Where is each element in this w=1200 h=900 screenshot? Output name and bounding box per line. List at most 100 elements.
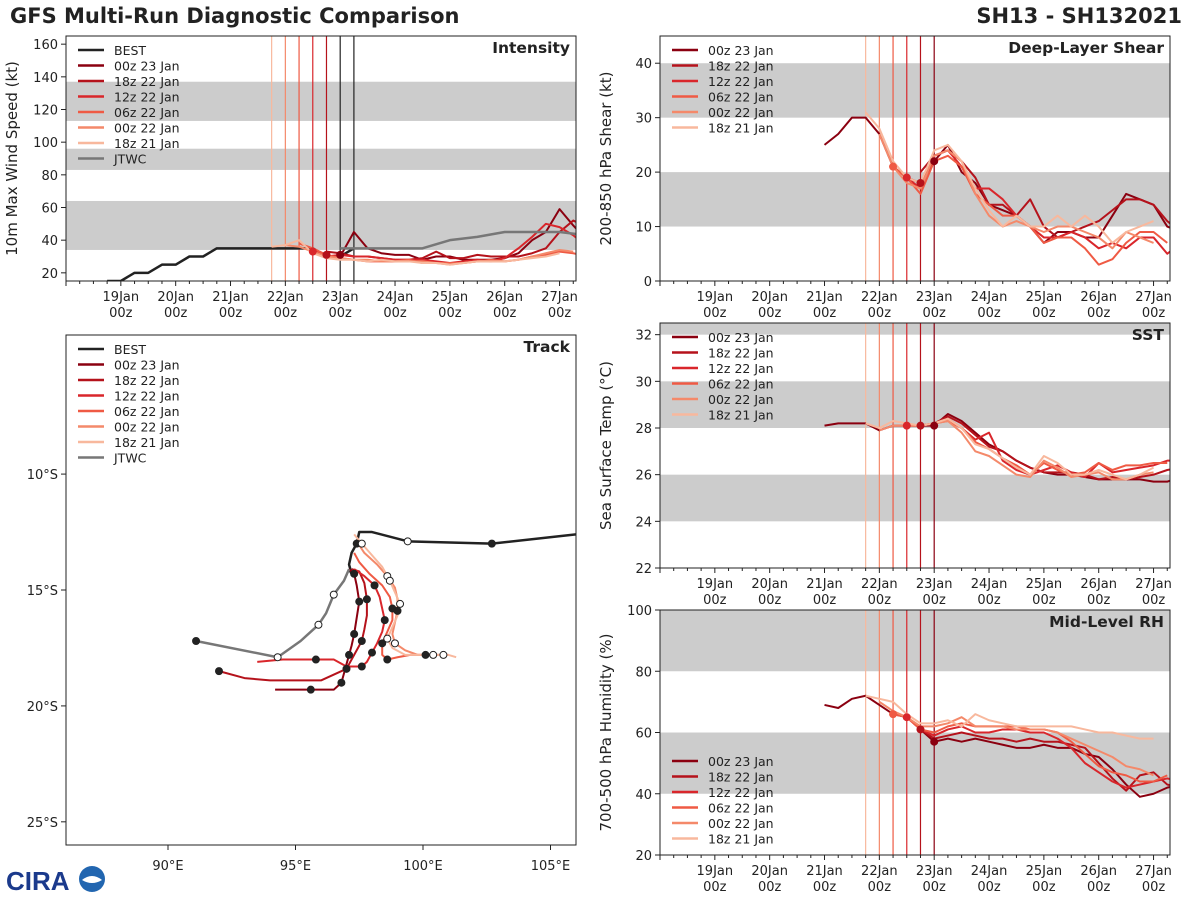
intensity-band <box>66 81 576 121</box>
intensity-marker <box>336 250 345 259</box>
intensity-xtick-label: 00z <box>274 306 298 321</box>
track-position-marker <box>439 650 448 659</box>
track-position-marker <box>215 667 223 676</box>
track-position-marker <box>273 653 282 662</box>
track-position-marker <box>390 639 399 648</box>
track-xtick-label: 100°E <box>403 859 443 874</box>
shear-xtick-label: 00z <box>868 306 892 321</box>
shear-ylabel: 200-850 hPa Shear (kt) <box>597 72 615 246</box>
track-position-marker <box>329 590 338 599</box>
shear-legend-label: 12z 22 Jan <box>708 74 774 89</box>
track-position-marker <box>487 539 496 548</box>
sst-marker <box>916 421 925 430</box>
cira-logo-text: CIRA <box>6 866 70 896</box>
shear-ytick-label: 20 <box>635 166 652 181</box>
sst-legend-label: 18z 21 Jan <box>708 408 774 423</box>
intensity-plot-area <box>66 36 576 281</box>
sst-legend-label: 18z 22 Jan <box>708 346 774 361</box>
shear-marker <box>902 173 911 182</box>
intensity-xtick-label: 21Jan <box>212 290 249 305</box>
track-legend-label: 18z 21 Jan <box>114 435 180 450</box>
track-position-marker <box>345 650 354 659</box>
sst-xtick-label: 19Jan <box>697 577 734 592</box>
intensity-xtick-label: 27Jan <box>541 290 578 305</box>
sst-series-18z-22-jan <box>920 415 1170 481</box>
shear-xtick-label: 00z <box>1087 306 1111 321</box>
rh-legend-label: 12z 22 Jan <box>708 785 774 800</box>
intensity-ytick-label: 160 <box>33 38 58 53</box>
chart-intensity: 2040608010012014016019Jan00z20Jan00z21Ja… <box>3 35 578 321</box>
shear-xtick-label: 25Jan <box>1026 290 1063 305</box>
shear-xtick-label: 19Jan <box>697 290 734 305</box>
sst-xtick-label: 00z <box>813 593 837 608</box>
track-position-marker <box>192 637 201 645</box>
sst-ytick-label: 28 <box>635 422 652 437</box>
sst-legend-label: 06z 22 Jan <box>708 377 774 392</box>
shear-xtick-label: 00z <box>758 306 782 321</box>
track-position-marker <box>429 650 438 659</box>
track-position-marker <box>403 537 412 546</box>
sst-marker <box>930 421 939 430</box>
shear-xtick-label: 22Jan <box>861 290 898 305</box>
sst-xtick-label: 24Jan <box>971 577 1008 592</box>
sst-xtick-label: 23Jan <box>916 577 953 592</box>
sst-band <box>660 323 1170 335</box>
intensity-legend-label: 00z 22 Jan <box>114 121 180 136</box>
track-legend-label: BEST <box>114 342 146 357</box>
rh-ytick-label: 40 <box>635 788 652 803</box>
track-title: Track <box>524 338 571 356</box>
intensity-legend-label: 12z 22 Jan <box>114 90 180 105</box>
shear-title: Deep-Layer Shear <box>1008 39 1164 57</box>
sst-band <box>660 474 1170 522</box>
sst-xtick-label: 00z <box>1142 593 1166 608</box>
rh-xtick-label: 00z <box>977 880 1001 895</box>
sst-ytick-label: 32 <box>635 329 652 344</box>
track-position-marker <box>383 634 392 643</box>
chart-sst: 22242628303219Jan00z20Jan00z21Jan00z22Ja… <box>597 322 1172 608</box>
shear-ytick-label: 0 <box>644 275 652 290</box>
sst-xtick-label: 00z <box>868 593 892 608</box>
track-position-marker <box>357 539 366 548</box>
shear-legend-label: 00z 23 Jan <box>708 43 774 58</box>
rh-xtick-label: 27Jan <box>1135 864 1172 879</box>
intensity-xtick-label: 00z <box>438 306 462 321</box>
shear-xtick-label: 00z <box>1142 306 1166 321</box>
track-plot-area <box>192 530 576 694</box>
sst-legend-label: 12z 22 Jan <box>708 361 774 376</box>
track-series-12z-22-jan <box>257 568 386 668</box>
sst-series-18z-21-jan <box>865 417 1155 481</box>
rh-legend-label: 18z 21 Jan <box>708 832 774 847</box>
track-position-marker <box>357 662 366 671</box>
storm-id-label: SH13 - SH132021 <box>976 4 1182 28</box>
rh-xtick-label: 00z <box>1032 880 1056 895</box>
rh-xtick-label: 00z <box>813 880 837 895</box>
logo-swirl-icon <box>82 876 102 883</box>
intensity-ytick-label: 100 <box>33 136 58 151</box>
intensity-xtick-label: 26Jan <box>486 290 523 305</box>
track-position-marker <box>337 678 346 687</box>
shear-frame <box>659 35 1171 282</box>
intensity-ytick-label: 60 <box>41 202 58 217</box>
sst-xtick-label: 27Jan <box>1135 577 1172 592</box>
shear-xtick-label: 24Jan <box>971 290 1008 305</box>
rh-legend-label: 00z 22 Jan <box>708 816 774 831</box>
intensity-band <box>66 148 576 170</box>
shear-band <box>660 63 1170 118</box>
shear-xtick-label: 21Jan <box>806 290 843 305</box>
rh-ytick-label: 80 <box>635 665 652 680</box>
shear-xtick-label: 23Jan <box>916 290 953 305</box>
track-position-marker <box>306 685 315 694</box>
intensity-legend-label: 06z 22 Jan <box>114 105 180 120</box>
intensity-xtick-label: 00z <box>548 306 572 321</box>
track-legend-label: 00z 23 Jan <box>114 358 180 373</box>
chart-rh: 2040608010019Jan00z20Jan00z21Jan00z22Jan… <box>597 604 1172 895</box>
track-position-marker <box>342 664 351 673</box>
sst-xtick-label: 00z <box>1032 593 1056 608</box>
intensity-ylabel: 10m Max Wind Speed (kt) <box>3 61 21 256</box>
rh-xtick-label: 00z <box>1087 880 1111 895</box>
intensity-ytick-label: 80 <box>41 169 58 184</box>
chart-shear: 01020304019Jan00z20Jan00z21Jan00z22Jan00… <box>597 35 1172 321</box>
sst-xtick-label: 26Jan <box>1080 577 1117 592</box>
rh-title: Mid-Level RH <box>1049 613 1164 631</box>
